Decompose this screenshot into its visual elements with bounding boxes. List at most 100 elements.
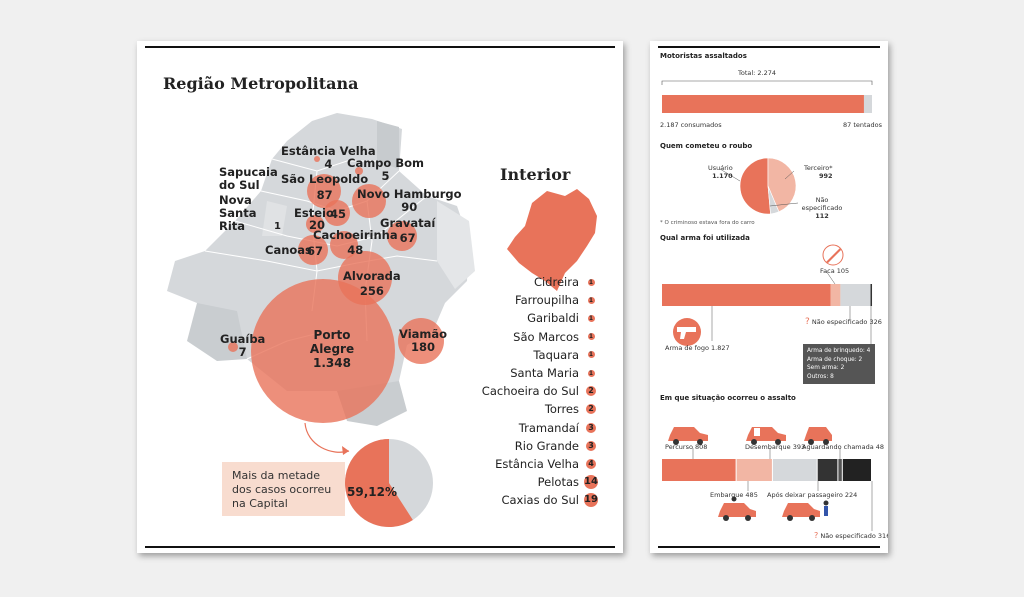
bubble-cachoeirinha [330,231,358,259]
right-graphics [661,80,873,531]
bubble-são-leopoldo [307,174,341,208]
who-nao-esp: Não especificado 112 [801,196,843,220]
bar-tentados [863,95,872,113]
bar-percurso [662,459,736,481]
interior-city-value: 19 [584,493,598,508]
gun-icon [673,318,701,346]
bar-desembarque [736,459,772,481]
label-desembarque: Desembarque 393 [745,443,806,451]
city-label-gravatai: Gravataí 67 [380,216,436,245]
interior-city-value: 3 [586,422,596,433]
drivers-panel: Motoristas assaltados Total: 2.274 [650,41,888,553]
city-value-nova-santa-rita: 1 [274,221,281,232]
arrow-head [342,446,349,455]
bar-weapon-nao-esp [840,284,871,306]
car-icon-desembarque [746,427,786,445]
label-weapon-nao-esp: ? Não especificado 326 [805,317,882,327]
capital-callout: Mais da metade dos casos ocorreu na Capi… [222,462,345,516]
top-rule [658,46,880,48]
city-label-porto-alegre: Porto Alegre 1.348 [309,328,355,370]
label-percurso: Percurso 808 [665,443,708,451]
interior-city-value: 4 [586,459,596,469]
map-region [377,121,399,169]
city-label-nova-santa-rita: Nova Santa Rita [219,193,257,233]
label-arma-fogo: Arma de fogo 1.827 [665,344,730,352]
weapon-others-box: Arma de brinquedo: 4 Arma de choque: 2 S… [803,344,875,384]
bubble-esteio [324,200,350,226]
bubble-esteio [306,215,324,233]
interior-city-value: 1 [587,314,595,322]
metro-title: Região Metropolitana [163,74,359,93]
bubble-viamão [398,318,444,364]
car-icon-percurso [668,427,708,445]
interior-city-value: 2 [586,386,596,397]
bar-arma-fogo [662,284,831,306]
city-label-canoas: Canoas [265,243,312,257]
who-usuario: Usuário 1.170 [708,164,733,180]
city-label-sapucaia: Sapucaia do Sul [219,165,278,192]
drivers-title: Motoristas assaltados [660,52,747,60]
question-icon: ? [814,531,819,540]
map-region [437,201,475,289]
who-slice-terceiro [767,157,797,213]
metro-panel: Região Metropolitana Estância Velha [137,41,623,553]
city-label-cachoeirinha: Cachoeirinha 48 [313,228,398,257]
interior-city-name: Farroupilha [515,293,579,308]
label-embarque: Embarque 485 [710,491,758,499]
city-value-esteio-a: 45 [330,207,347,221]
label-tentados: 87 tentados [843,121,883,129]
metro-bubbles [228,156,444,423]
city-value-canoas: 67 [307,244,324,258]
car-icon-aguardando [804,427,832,445]
interior-city-value: 1 [587,369,595,377]
metro-map [167,113,597,527]
bar-situation-nao-esp [842,459,871,481]
interior-city-value: 1 [587,296,595,304]
bubble-canoas [298,235,328,265]
interior-city-name: São Marcos [513,329,579,344]
city-label-sao-leopoldo: São Leopoldo 87 [281,172,369,202]
drivers-total: Total: 2.274 [738,69,777,77]
interior-city-name: Cachoeira do Sul [481,384,579,399]
situation-bar [662,459,871,481]
situation-title: Em que situação ocorreu o assalto [660,394,796,402]
bottom-rule [145,546,615,548]
interior-city-name: Cidreira [533,275,579,289]
interior-city-name: Torres [544,402,579,417]
bubble-guaíba [228,342,238,352]
label-situation-nao-esp: ? Não especificado 316 [814,531,888,540]
label-consumados: 2.187 consumados [660,121,722,129]
city-label-novo-hamburgo: Novo Hamburgo 90 [357,187,462,214]
bar-aguardando [838,459,842,481]
top-rule [145,46,615,48]
bar-consumados [662,95,864,113]
pie-percent-label: 59,12% [347,485,397,499]
interior-city-value: 1 [587,333,595,341]
interior-city-name: Rio Grande [514,438,579,453]
interior-city-name: Tramandaí [518,420,579,435]
knife-icon [822,244,844,266]
who-slice-usuario [739,157,771,215]
interior-city-name: Garibaldi [527,311,579,326]
interior-state-map [507,189,597,291]
map-region [262,201,287,236]
city-label-esteio: Esteio [294,206,334,220]
bar-embarque [772,459,817,481]
capital-pie [345,439,433,527]
weapon-title: Qual arma foi utilizada [660,234,750,242]
bar-apos [817,459,838,481]
label-aguardando: Aguardando chamada 48 [802,443,885,451]
interior-city-name: Pelotas [537,475,579,490]
bubble-estância-velha [314,156,320,162]
bar-weapon-outros [870,284,873,306]
who-note: * O criminoso estava fora do carro [660,220,755,226]
interior-city-value: 1 [587,278,595,286]
question-icon: ? [805,317,810,327]
city-value-esteio-b: 20 [309,218,326,232]
who-terceiro: Terceiro* 992 [804,164,833,180]
who-slice-nao-esp [767,185,780,215]
interior-title: Interior [500,165,571,184]
car-icon-embarque [718,496,756,521]
city-label-guaiba: Guaíba 7 [220,332,266,359]
city-label-campo-bom: Campo Bom 5 [347,156,424,183]
